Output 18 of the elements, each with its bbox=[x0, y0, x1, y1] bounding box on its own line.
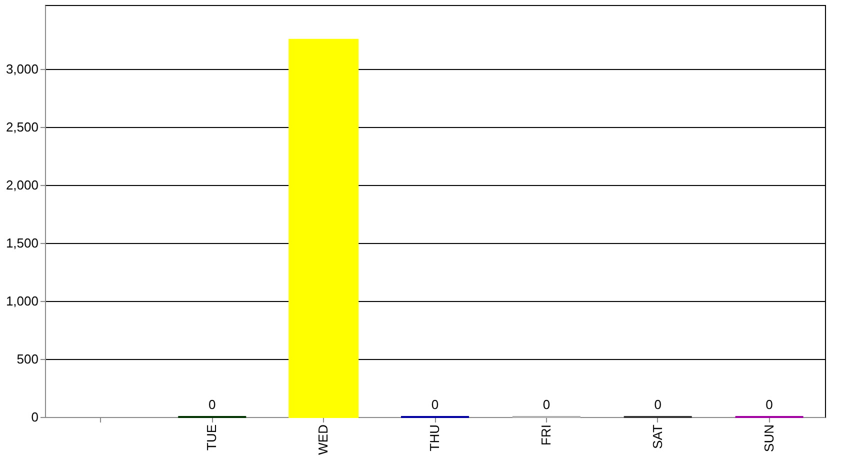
data-label: 0 bbox=[431, 397, 439, 412]
y-tick-label: 1,000 bbox=[6, 293, 38, 308]
y-tick-label: 2,500 bbox=[6, 119, 38, 134]
data-label: 0 bbox=[766, 397, 773, 412]
x-tick-label: SAT bbox=[650, 424, 665, 449]
data-label: 0 bbox=[542, 397, 550, 412]
x-tick-label: TUE bbox=[204, 424, 220, 450]
y-tick-label: 0 bbox=[31, 410, 38, 424]
y-tick-label: 500 bbox=[16, 351, 38, 366]
x-tick-label: FRI bbox=[538, 424, 554, 446]
y-tick-label: 3,000 bbox=[6, 61, 38, 76]
x-tick-label: SUN bbox=[761, 424, 776, 452]
data-label: 0 bbox=[208, 397, 216, 412]
x-tick-label: THU bbox=[427, 424, 442, 452]
y-tick-label: 2,000 bbox=[6, 177, 38, 192]
y-tick-label: 1,500 bbox=[6, 235, 38, 250]
x-tick-label: WED bbox=[316, 424, 331, 455]
data-label: 0 bbox=[654, 397, 662, 412]
